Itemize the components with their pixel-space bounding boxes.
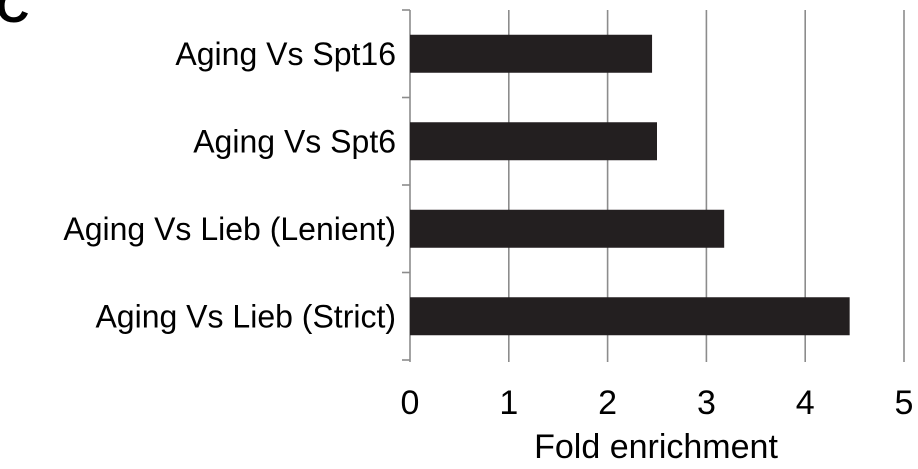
- category-label-0: Aging Vs Spt16: [175, 36, 396, 72]
- x-tick-label-5: 5: [895, 384, 914, 422]
- x-tick-label-2: 2: [598, 384, 617, 422]
- bar-0: [410, 34, 653, 73]
- bar-3: [410, 297, 850, 336]
- category-label-3: Aging Vs Lieb (Strict): [95, 298, 396, 334]
- x-tick-labels: 0 1 2 3 4 5: [401, 384, 914, 422]
- x-axis-title: Fold enrichment: [534, 428, 778, 466]
- x-tick-label-1: 1: [499, 384, 518, 422]
- bars: [410, 34, 850, 336]
- x-tick-label-3: 3: [697, 384, 716, 422]
- x-tick-label-4: 4: [796, 384, 815, 422]
- x-tick-label-0: 0: [401, 384, 420, 422]
- category-label-1: Aging Vs Spt6: [193, 123, 396, 159]
- category-labels: Aging Vs Spt16 Aging Vs Spt6 Aging Vs Lieb…: [63, 36, 396, 335]
- bar-1: [410, 122, 657, 161]
- category-label-2: Aging Vs Lieb (Lenient): [63, 211, 396, 247]
- panel-letter: C: [0, 0, 29, 32]
- bar-2: [410, 209, 725, 248]
- axes: [402, 9, 411, 362]
